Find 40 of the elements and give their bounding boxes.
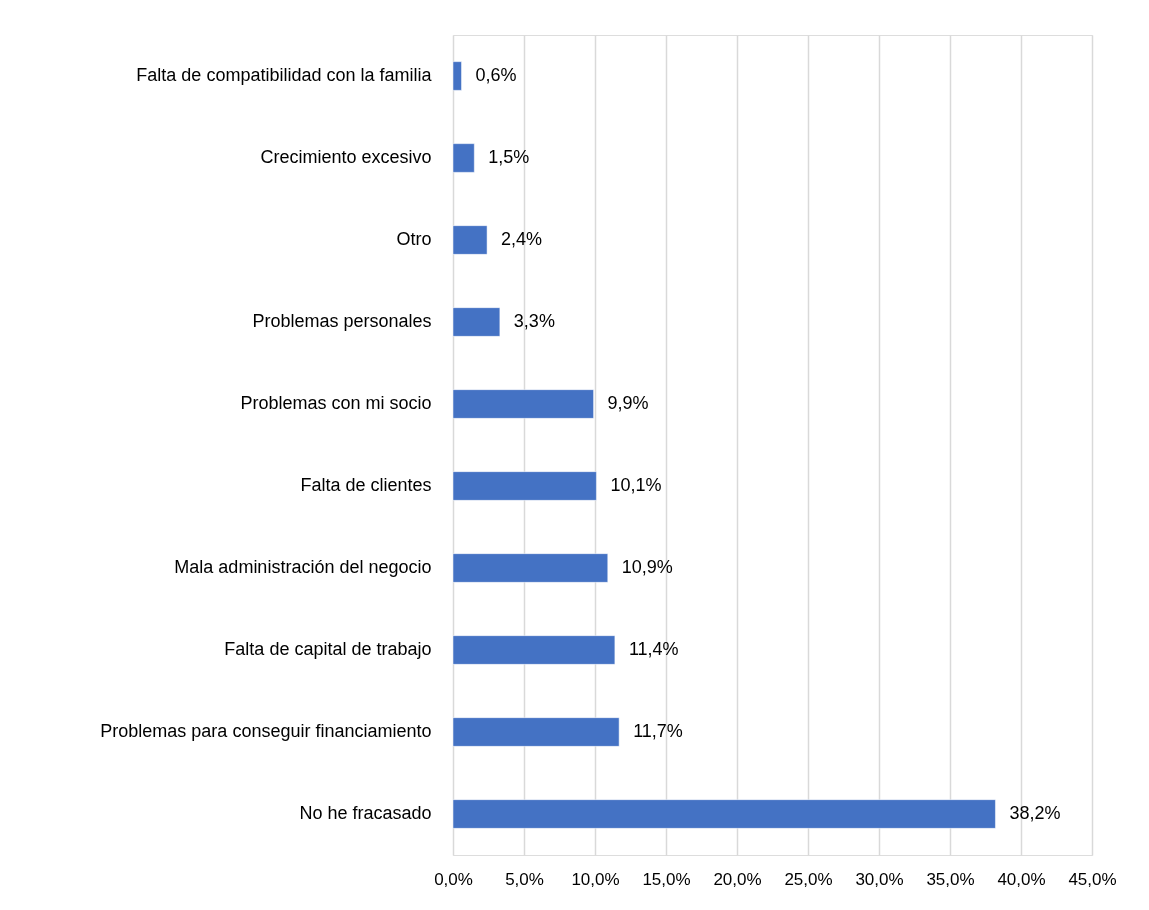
bar [452, 143, 475, 173]
bar [452, 471, 597, 501]
bar [452, 635, 616, 665]
bar [452, 225, 488, 255]
y-tick-label: Falta de clientes [300, 475, 432, 495]
bar [452, 799, 996, 829]
x-tick-label: 25,0% [784, 869, 833, 889]
data-label: 9,9% [607, 393, 649, 413]
y-tick-label: Falta de compatibilidad con la familia [136, 65, 433, 85]
data-label: 38,2% [1009, 803, 1061, 823]
bar [452, 389, 594, 419]
bar [452, 717, 620, 747]
y-tick-label: Problemas personales [252, 311, 432, 331]
x-tick-label: 30,0% [855, 869, 904, 889]
x-tick-label: 0,0% [434, 869, 473, 889]
x-tick-label: 45,0% [1068, 869, 1117, 889]
bar [452, 307, 501, 337]
x-tick-label: 15,0% [642, 869, 691, 889]
y-tick-label: Falta de capital de trabajo [224, 639, 432, 659]
y-tick-label: No he fracasado [299, 803, 432, 823]
x-tick-label: 35,0% [926, 869, 975, 889]
y-tick-label: Otro [396, 229, 432, 249]
y-tick-label: Problemas para conseguir financiamiento [100, 721, 432, 741]
x-tick-label: 40,0% [997, 869, 1046, 889]
data-label: 2,4% [501, 229, 543, 249]
data-label: 0,6% [475, 65, 517, 85]
data-label: 11,7% [633, 721, 683, 741]
y-tick-label: Crecimiento excesivo [260, 147, 432, 167]
data-label: 1,5% [488, 147, 530, 167]
y-tick-label: Mala administración del negocio [174, 557, 432, 577]
data-label: 11,4% [628, 639, 679, 659]
bar [452, 553, 609, 583]
data-label: 3,3% [513, 311, 555, 331]
bar [452, 61, 462, 91]
y-tick-label: Problemas con mi socio [240, 393, 432, 413]
data-label: 10,1% [610, 475, 662, 495]
data-label: 10,9% [621, 557, 673, 577]
x-tick-label: 10,0% [571, 869, 620, 889]
x-tick-label: 20,0% [713, 869, 762, 889]
x-tick-label: 5,0% [505, 869, 544, 889]
